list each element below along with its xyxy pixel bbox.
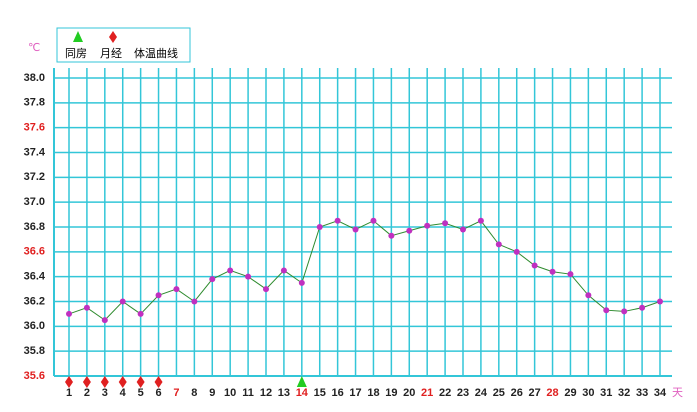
x-tick-label: 15: [314, 387, 326, 399]
temperature-point: [334, 217, 341, 224]
x-tick-label: 19: [385, 387, 397, 399]
x-tick-label: 32: [618, 387, 630, 399]
temperature-point: [101, 317, 108, 324]
x-tick-label: 11: [242, 387, 254, 399]
x-tick-label: 17: [349, 387, 361, 399]
x-tick-label: 20: [403, 387, 415, 399]
x-tick-label: 2: [84, 387, 90, 399]
x-tick-label: 5: [138, 387, 144, 399]
temperature-point: [531, 262, 538, 269]
event-marker: [82, 376, 91, 388]
temperature-point: [263, 286, 269, 293]
y-tick-label: 35.8: [24, 345, 45, 357]
temperature-point: [227, 267, 234, 274]
y-tick-label: 37.8: [24, 97, 45, 109]
x-tick-label: 21: [421, 387, 433, 399]
temperature-point: [639, 304, 646, 311]
temperature-point: [119, 298, 126, 305]
y-tick-label: 37.6: [24, 122, 45, 134]
event-marker: [136, 376, 145, 388]
x-tick-label: 33: [636, 387, 648, 399]
temperature-point: [316, 224, 323, 230]
temperature-point: [209, 276, 216, 283]
x-tick-label: 12: [260, 387, 272, 399]
legend-symbol: [73, 31, 83, 42]
event-marker: [100, 376, 109, 388]
y-tick-label: 36.0: [24, 320, 45, 332]
y-tick-label: 36.4: [24, 271, 46, 283]
temperature-point: [549, 268, 556, 275]
x-tick-label: 28: [546, 387, 558, 399]
x-tick-label: 1: [66, 387, 72, 399]
temperature-point: [442, 220, 449, 227]
x-tick-label: 27: [529, 387, 541, 399]
y-tick-label: 36.8: [24, 221, 45, 233]
x-tick-label: 16: [332, 387, 344, 399]
x-tick-label: 23: [457, 387, 469, 399]
temperature-point: [352, 226, 359, 233]
y-tick-label: 38.0: [24, 72, 45, 84]
temperature-point: [370, 217, 377, 224]
x-tick-label: 26: [511, 387, 523, 399]
legend-symbol: [109, 31, 117, 43]
y-tick-label: 36.6: [24, 246, 45, 258]
temperature-point: [155, 292, 162, 299]
x-tick-label: 22: [439, 387, 451, 399]
x-tick-label: 3: [102, 387, 108, 399]
x-tick-label: 9: [209, 387, 215, 399]
temperature-point: [657, 298, 663, 305]
event-marker: [296, 376, 307, 387]
temperature-point: [567, 271, 574, 278]
y-tick-label: 35.6: [24, 370, 45, 382]
temperature-point: [298, 279, 305, 286]
temperature-point: [83, 304, 90, 311]
legend-label: 体温曲线: [134, 46, 178, 60]
x-tick-label: 10: [224, 387, 236, 399]
temperature-point: [621, 308, 628, 315]
y-tick-label: 37.2: [24, 171, 45, 183]
temperature-point: [173, 286, 180, 293]
legend-label: 同房: [65, 47, 87, 60]
x-tick-label: 31: [600, 387, 612, 399]
x-tick-label: 6: [155, 387, 161, 399]
temperature-point: [603, 307, 610, 314]
temperature-point: [477, 217, 484, 224]
event-marker: [118, 376, 127, 388]
temperature-point: [585, 292, 592, 299]
x-unit: 天: [672, 386, 683, 399]
temperature-point: [191, 298, 198, 305]
temperature-point: [460, 226, 466, 233]
x-tick-label: 8: [191, 387, 197, 399]
x-tick-label: 18: [367, 387, 379, 399]
event-marker: [65, 376, 73, 388]
x-tick-label: 24: [475, 387, 488, 399]
x-tick-label: 4: [120, 387, 127, 399]
x-tick-label: 13: [278, 387, 290, 399]
temperature-point: [388, 232, 395, 239]
y-unit: ℃: [28, 41, 40, 54]
temperature-point: [424, 222, 431, 229]
temperature-point: [406, 227, 413, 234]
temperature-point: [245, 273, 252, 280]
legend-label: 月经: [100, 47, 122, 60]
x-tick-label: 29: [564, 387, 576, 399]
event-marker: [154, 376, 163, 388]
temperature-point: [137, 310, 144, 317]
temperature-line: [68, 220, 661, 321]
y-tick-label: 37.0: [24, 196, 45, 208]
temperature-point: [495, 241, 502, 248]
temperature-point: [513, 248, 520, 255]
x-tick-label: 7: [173, 387, 179, 399]
x-tick-label: 25: [493, 387, 505, 399]
y-tick-label: 37.4: [24, 146, 46, 158]
temperature-point: [280, 267, 287, 274]
y-tick-label: 36.2: [24, 295, 45, 307]
x-tick-label: 30: [582, 387, 594, 399]
x-tick-label: 14: [296, 387, 309, 399]
x-tick-label: 34: [654, 387, 667, 399]
temperature-point: [66, 310, 72, 317]
